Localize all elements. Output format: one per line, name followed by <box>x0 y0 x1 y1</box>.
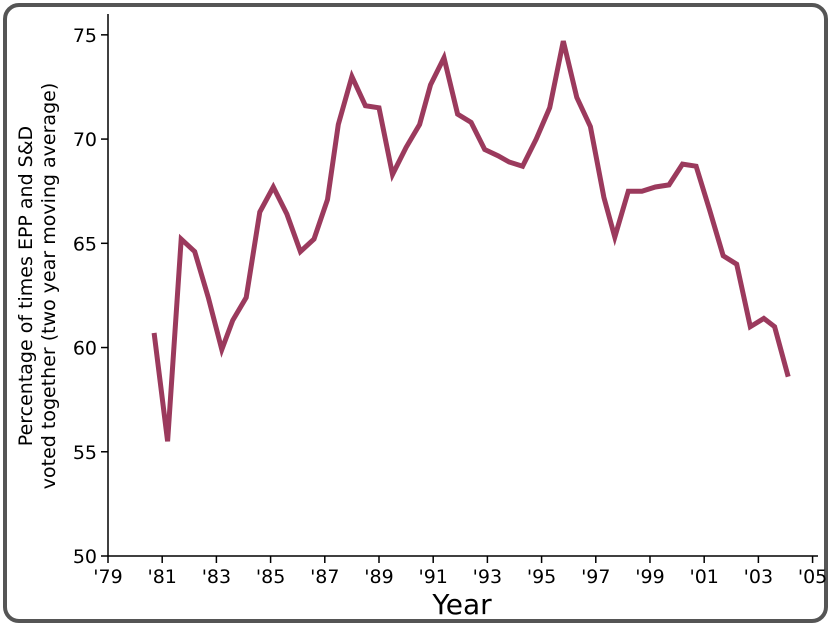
x-tick-label: '93 <box>473 566 502 588</box>
x-tick-label: '05 <box>798 566 827 588</box>
y-tick-label: 65 <box>73 233 97 255</box>
x-tick-label: '87 <box>310 566 339 588</box>
x-tick-label: '01 <box>689 566 718 588</box>
y-axis-title-line-1: Percentage of times EPP and S&D <box>15 126 37 446</box>
series-lines <box>151 40 791 442</box>
chart-frame <box>3 3 828 623</box>
axes <box>107 14 818 557</box>
x-tick-label: '95 <box>527 566 556 588</box>
x-tick-label: '89 <box>364 566 393 588</box>
x-axis-ticks: '79 '81 '83 '85 '87 '89 '91 '93 '95 '97 '99 '01 '03 '… <box>93 556 827 588</box>
x-tick-label: '99 <box>635 566 664 588</box>
y-axis-ticks: 50 55 60 65 70 75 <box>73 25 108 568</box>
x-tick-label: '97 <box>581 566 610 588</box>
y-tick-label: 60 <box>73 338 97 360</box>
y-tick-label: 70 <box>73 129 97 151</box>
x-tick-label: '83 <box>202 566 231 588</box>
x-axis-title: Year <box>431 588 492 621</box>
x-tick-label: '91 <box>418 566 447 588</box>
x-tick-label: '03 <box>744 566 773 588</box>
x-tick-label: '79 <box>93 566 122 588</box>
y-tick-label: 55 <box>73 442 97 464</box>
y-axis-title: Percentage of times EPP and S&D voted to… <box>15 83 60 489</box>
y-tick-label: 75 <box>73 25 97 47</box>
x-tick-label: '85 <box>256 566 285 588</box>
y-axis-title-line-2: voted together (two year moving average) <box>38 83 60 489</box>
y-tick-label: 50 <box>73 546 97 568</box>
x-tick-label: '81 <box>147 566 176 588</box>
series-line <box>151 40 791 442</box>
